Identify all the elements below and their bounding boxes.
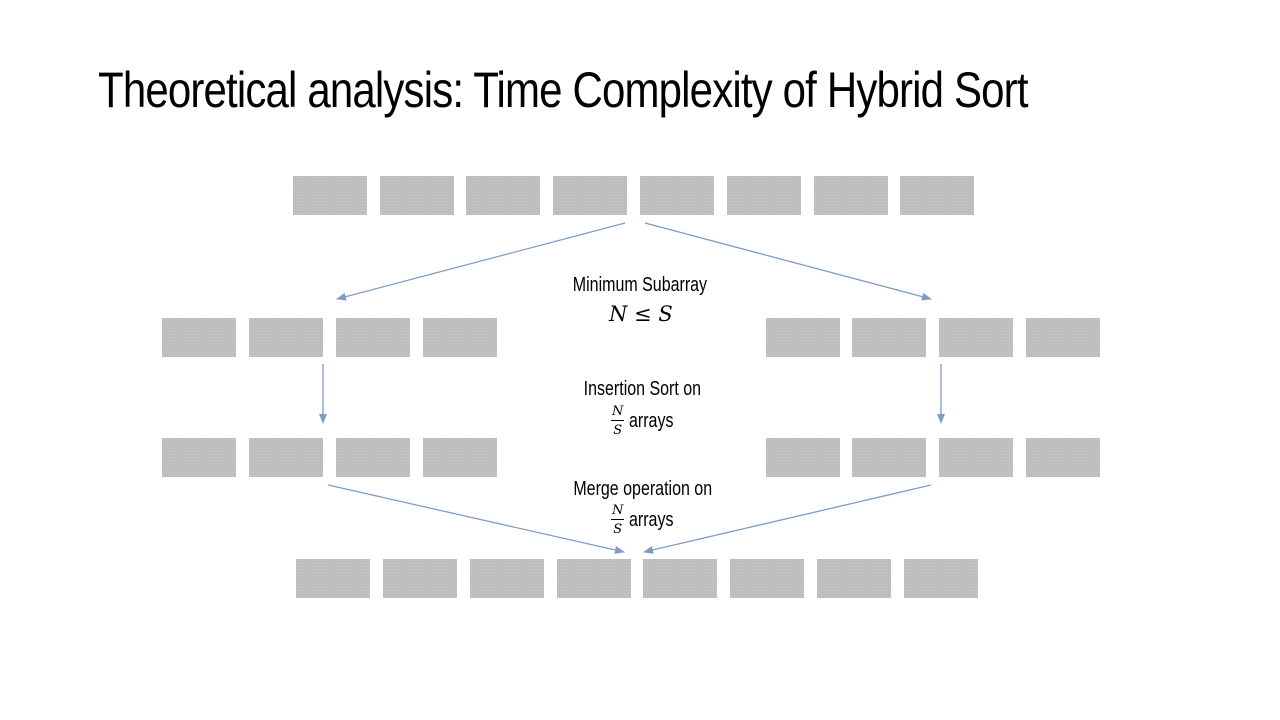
sorted-cell-left [162,438,236,477]
fraction-denominator: S [613,421,622,437]
array-cell [553,176,627,215]
array-cell [640,176,714,215]
merged-cell [383,559,457,598]
array-cell [293,176,367,215]
array-cell [814,176,888,215]
array-cell [900,176,974,215]
sorted-cell-right [1026,438,1100,477]
sorted-cell-left [249,438,323,477]
sorted-cell-left [423,438,497,477]
subarray-cell-left [249,318,323,357]
min-subarray-label: Minimum Subarray [540,274,740,296]
min-subarray-text: Minimum Subarray [573,274,707,296]
subarray-cell-right [1026,318,1100,357]
subarray-cell-left [162,318,236,357]
subarray-cell-right [852,318,926,357]
insertion-text: Insertion Sort on [583,378,700,400]
arrays-word: arrays [629,410,673,433]
array-cell [727,176,801,215]
n-over-s-fraction: N S [611,504,624,536]
merge-text: Merge operation on [574,478,713,500]
insertion-label: Insertion Sort on [542,378,742,400]
subarray-cell-left [336,318,410,357]
sorted-cell-right [766,438,840,477]
arrays-word: arrays [629,509,673,532]
merged-cell [470,559,544,598]
merged-cell [904,559,978,598]
merge-fraction-row: N S arrays [611,504,685,536]
subarray-cell-right [939,318,1013,357]
array-cell [380,176,454,215]
merged-cell [730,559,804,598]
array-cell [466,176,540,215]
fraction-numerator: N [611,405,624,421]
merge-label: Merge operation on [543,478,743,500]
subarray-cell-right [766,318,840,357]
subarray-cell-left [423,318,497,357]
merged-cell [296,559,370,598]
insertion-fraction-row: N S arrays [611,405,685,437]
sorted-cell-right [852,438,926,477]
fraction-numerator: N [611,504,624,520]
merged-cell [643,559,717,598]
n-over-s-fraction: N S [611,405,624,437]
fraction-denominator: S [613,520,622,536]
merged-cell [817,559,891,598]
sorted-cell-right [939,438,1013,477]
merged-cell [557,559,631,598]
min-subarray-condition: N ≤ S [609,302,673,326]
sorted-cell-left [336,438,410,477]
